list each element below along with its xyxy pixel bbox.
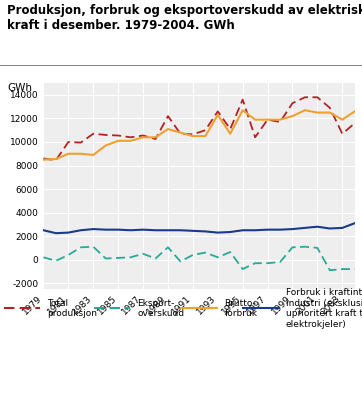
Text: GWh: GWh [7, 83, 32, 93]
Text: Produksjon, forbruk og eksportoverskudd av elektrisk
kraft i desember. 1979-2004: Produksjon, forbruk og eksportoverskudd … [7, 4, 362, 32]
Text: Eksport-
overskudd: Eksport- overskudd [138, 299, 185, 318]
Text: Brutto-
forbruk: Brutto- forbruk [224, 299, 257, 318]
Text: Forbruk i kraftintensiv
industri (eksklusive
uprioritert kraft til
elektrokjeler: Forbruk i kraftintensiv industri (eksklu… [286, 288, 362, 329]
Text: Total
produksjon: Total produksjon [47, 299, 97, 318]
